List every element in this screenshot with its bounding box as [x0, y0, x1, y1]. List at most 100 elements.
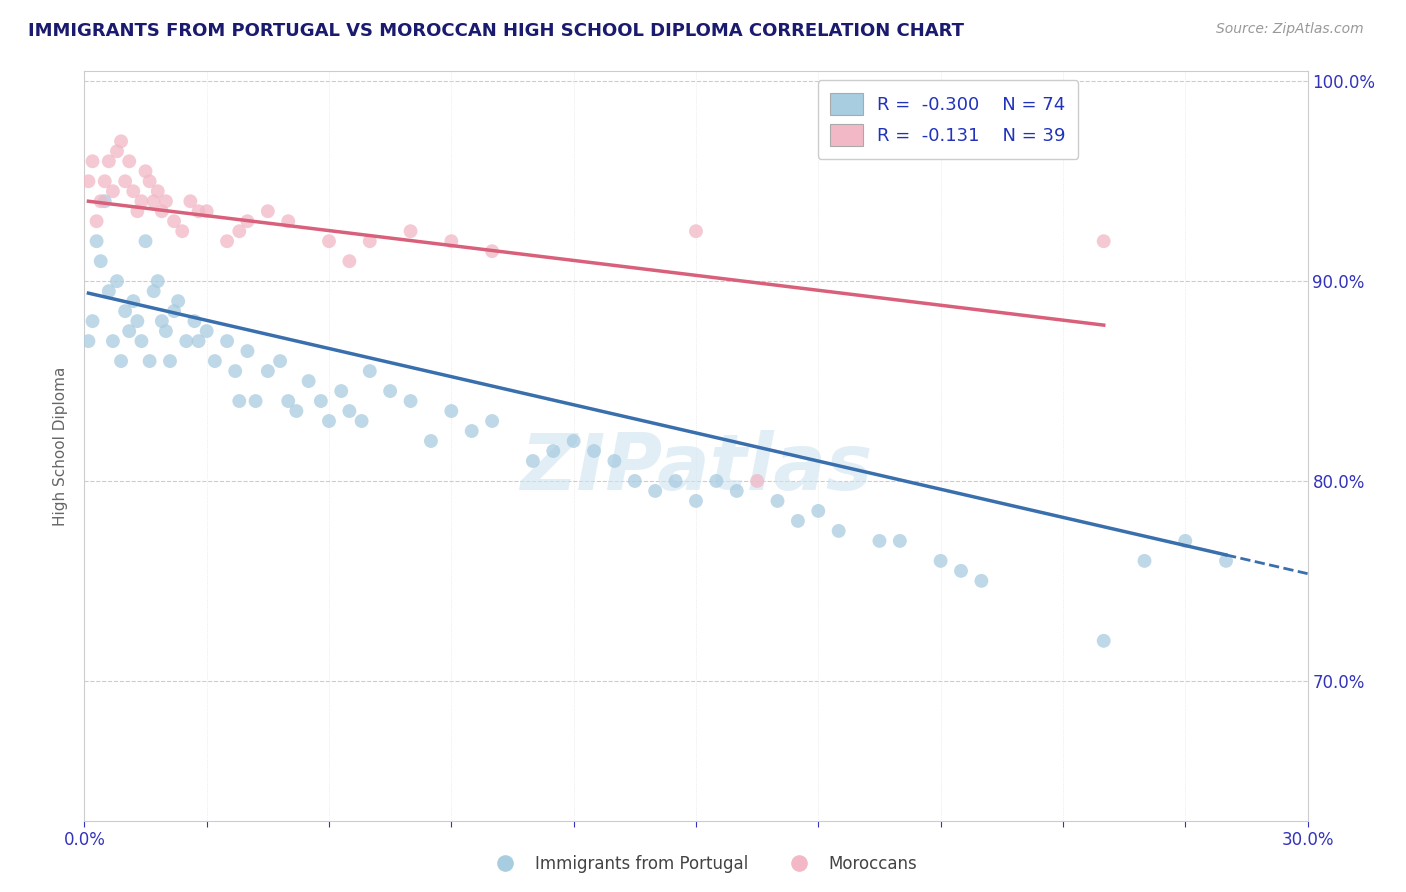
Point: [228, 224, 250, 238]
Point: [807, 504, 830, 518]
Point: [665, 474, 688, 488]
Point: [163, 304, 186, 318]
Text: Source: ZipAtlas.com: Source: ZipAtlas.com: [1216, 22, 1364, 37]
Point: [150, 314, 173, 328]
Point: [1092, 633, 1115, 648]
Point: [562, 434, 585, 448]
Point: [285, 404, 308, 418]
Point: [105, 274, 128, 288]
Legend: Immigrants from Portugal, Moroccans: Immigrants from Portugal, Moroccans: [482, 848, 924, 880]
Point: [330, 384, 353, 398]
Point: [970, 574, 993, 588]
Point: [309, 394, 332, 409]
Point: [420, 434, 443, 448]
Point: [298, 374, 321, 388]
Point: [90, 194, 112, 209]
Point: [257, 364, 280, 378]
Point: [93, 174, 115, 188]
Point: [131, 334, 153, 348]
Point: [359, 234, 381, 248]
Point: [828, 524, 851, 538]
Point: [101, 184, 124, 198]
Point: [146, 274, 169, 288]
Point: [135, 234, 157, 248]
Point: [155, 194, 177, 209]
Point: [114, 304, 136, 318]
Y-axis label: High School Diploma: High School Diploma: [53, 367, 69, 525]
Point: [183, 314, 205, 328]
Point: [277, 214, 299, 228]
Point: [86, 234, 108, 248]
Point: [195, 324, 218, 338]
Point: [82, 314, 104, 328]
Point: [481, 414, 503, 428]
Point: [97, 154, 120, 169]
Point: [224, 364, 246, 378]
Point: [110, 354, 132, 368]
Point: [889, 533, 911, 548]
Point: [583, 444, 606, 458]
Point: [187, 334, 209, 348]
Point: [172, 224, 194, 238]
Point: [869, 533, 891, 548]
Point: [644, 483, 666, 498]
Point: [440, 404, 463, 418]
Point: [228, 394, 250, 409]
Point: [359, 364, 381, 378]
Point: [97, 284, 120, 298]
Point: [127, 314, 149, 328]
Point: [167, 294, 190, 309]
Point: [1092, 234, 1115, 248]
Point: [122, 184, 145, 198]
Point: [142, 194, 165, 209]
Point: [93, 194, 115, 209]
Point: [339, 404, 361, 418]
Point: [747, 474, 769, 488]
Point: [138, 174, 160, 188]
Point: [603, 454, 626, 468]
Point: [82, 154, 104, 169]
Point: [142, 284, 165, 298]
Point: [269, 354, 291, 368]
Point: [245, 394, 267, 409]
Point: [318, 234, 340, 248]
Point: [257, 204, 280, 219]
Point: [725, 483, 748, 498]
Point: [77, 334, 100, 348]
Point: [1133, 554, 1156, 568]
Point: [350, 414, 373, 428]
Point: [399, 224, 422, 238]
Point: [685, 494, 707, 508]
Legend: R =  -0.300    N = 74, R =  -0.131    N = 39: R = -0.300 N = 74, R = -0.131 N = 39: [818, 80, 1078, 159]
Point: [277, 394, 299, 409]
Point: [135, 164, 157, 178]
Point: [543, 444, 565, 458]
Point: [146, 184, 169, 198]
Point: [440, 234, 463, 248]
Point: [150, 204, 173, 219]
Point: [90, 254, 112, 268]
Point: [339, 254, 361, 268]
Point: [118, 324, 141, 338]
Point: [236, 344, 259, 359]
Point: [187, 204, 209, 219]
Point: [950, 564, 973, 578]
Point: [787, 514, 810, 528]
Point: [929, 554, 952, 568]
Point: [706, 474, 728, 488]
Point: [481, 244, 503, 259]
Point: [217, 334, 239, 348]
Point: [163, 214, 186, 228]
Point: [217, 234, 239, 248]
Point: [138, 354, 160, 368]
Point: [110, 134, 132, 148]
Text: IMMIGRANTS FROM PORTUGAL VS MOROCCAN HIGH SCHOOL DIPLOMA CORRELATION CHART: IMMIGRANTS FROM PORTUGAL VS MOROCCAN HIG…: [28, 22, 965, 40]
Point: [179, 194, 201, 209]
Point: [318, 414, 340, 428]
Point: [122, 294, 145, 309]
Point: [685, 224, 707, 238]
Point: [101, 334, 124, 348]
Point: [380, 384, 402, 398]
Point: [1215, 554, 1237, 568]
Point: [127, 204, 149, 219]
